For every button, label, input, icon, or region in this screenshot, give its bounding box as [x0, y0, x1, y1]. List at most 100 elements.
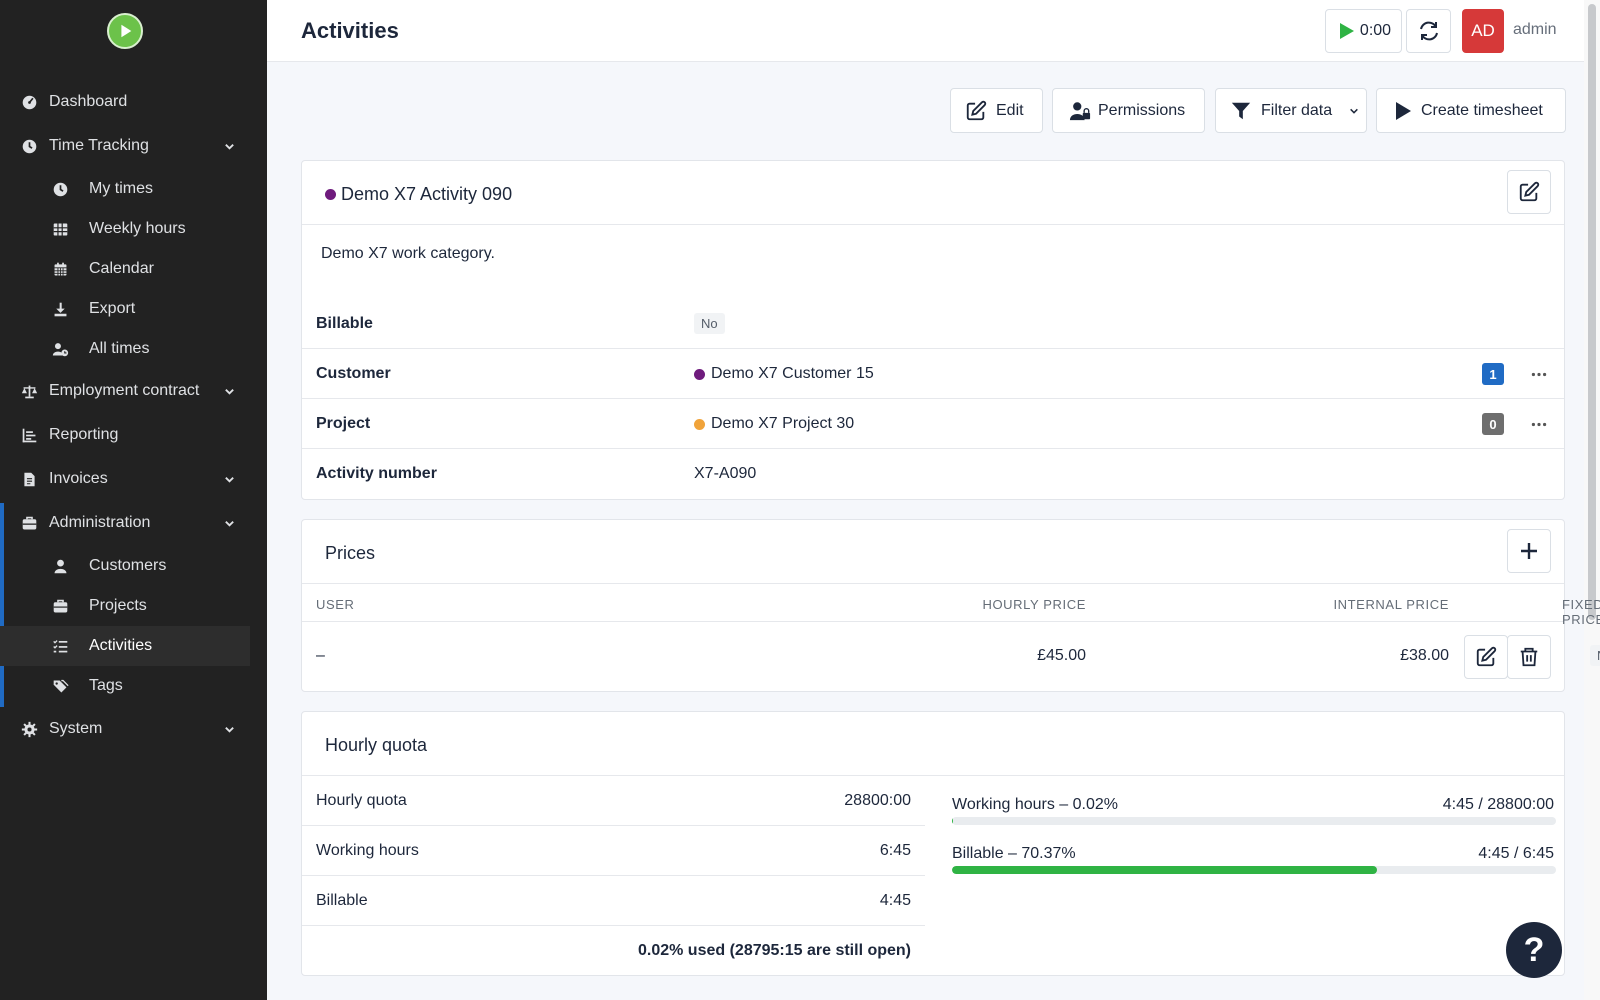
chevron-down-icon: [223, 385, 235, 397]
customer-count-badge: 1: [1482, 363, 1504, 385]
hourly-quota-card-header: Hourly quota: [302, 712, 1564, 776]
play-logo-icon: [121, 24, 132, 38]
customer-value[interactable]: Demo X7 Customer 15: [711, 365, 874, 382]
question-mark-icon: ?: [1523, 930, 1545, 969]
working-hours-label: Working hours: [316, 842, 419, 859]
invoice-icon: [20, 470, 38, 488]
sidebar-item-label: Dashboard: [49, 93, 128, 110]
filter-icon: [1231, 102, 1251, 119]
filter-data-button[interactable]: Filter data: [1215, 88, 1367, 133]
refresh-button[interactable]: [1406, 9, 1451, 53]
column-header-user: USER: [316, 597, 355, 612]
create-timesheet-label: Create timesheet: [1421, 101, 1543, 119]
user-name[interactable]: admin: [1513, 21, 1557, 38]
billable-progress-fill: [952, 866, 1378, 874]
price-fixed: No: [1590, 645, 1600, 666]
more-options-icon[interactable]: [1527, 414, 1551, 434]
sidebar-item-dashboard[interactable]: Dashboard: [0, 82, 267, 122]
sidebar-item-export[interactable]: Export: [0, 289, 250, 329]
scrollbar-thumb[interactable]: [1588, 4, 1596, 620]
permissions-button[interactable]: Permissions: [1052, 88, 1205, 133]
customer-row: Customer Demo X7 Customer 15 1: [302, 349, 1564, 399]
sidebar-item-all-times[interactable]: All times: [0, 329, 250, 369]
sidebar-item-administration[interactable]: Administration: [0, 503, 267, 543]
chevron-down-icon: [223, 723, 235, 735]
dots-icon: [1531, 372, 1547, 376]
edit-price-button[interactable]: [1464, 635, 1508, 679]
sidebar-item-weekly-hours[interactable]: Weekly hours: [0, 209, 250, 249]
sidebar-item-activities[interactable]: Activities: [0, 626, 250, 666]
working-hours-progress-label: Working hours – 0.02%: [952, 796, 1119, 813]
billable-progress-bar: [952, 866, 1556, 874]
scale-icon: [20, 382, 38, 400]
calendar-icon: [51, 260, 69, 278]
sidebar-item-reporting[interactable]: Reporting: [0, 415, 267, 455]
add-price-button[interactable]: [1507, 529, 1551, 573]
column-header-internal-price: INTERNAL PRICE: [1333, 597, 1449, 612]
app-logo[interactable]: [107, 13, 143, 49]
clock-icon: [20, 137, 38, 155]
avatar[interactable]: AD: [1462, 9, 1504, 53]
activity-name: Demo X7 Activity 090: [341, 184, 513, 204]
sidebar-item-calendar[interactable]: Calendar: [0, 249, 250, 289]
toolbox-icon: [20, 514, 38, 532]
edit-button[interactable]: Edit: [950, 88, 1043, 133]
sidebar-item-label: Reporting: [49, 426, 119, 443]
hourly-quota-title: Hourly quota: [325, 735, 428, 755]
activity-description: Demo X7 work category.: [321, 245, 495, 262]
project-row: Project Demo X7 Project 30 0: [302, 399, 1564, 449]
price-user: –: [316, 647, 325, 664]
working-hours-row: Working hours 6:45: [302, 826, 925, 876]
edit-activity-button[interactable]: [1507, 170, 1551, 214]
help-button[interactable]: ?: [1506, 922, 1562, 978]
project-value[interactable]: Demo X7 Project 30: [711, 415, 855, 432]
create-timesheet-button[interactable]: Create timesheet: [1376, 88, 1566, 133]
billable-label: Billable: [316, 315, 373, 332]
quota-value: 28800:00: [844, 792, 911, 809]
permissions-label: Permissions: [1098, 101, 1186, 119]
billable-progress-label: Billable – 70.37%: [952, 845, 1076, 862]
tags-icon: [51, 677, 69, 695]
working-hours-value: 6:45: [879, 842, 911, 859]
billable-hours-row: Billable 4:45: [302, 876, 925, 926]
delete-price-button[interactable]: [1507, 635, 1551, 679]
quota-summary-row: 0.02% used (28795:15 are still open): [302, 926, 925, 976]
dashboard-icon: [20, 93, 38, 111]
more-options-icon[interactable]: [1527, 364, 1551, 384]
timer-button[interactable]: 0:00: [1325, 9, 1402, 53]
user-icon: [51, 557, 69, 575]
project-label: Project: [316, 415, 371, 432]
price-hourly: £45.00: [1037, 647, 1086, 664]
sidebar-item-projects[interactable]: Projects: [0, 586, 250, 626]
user-lock-icon: [1069, 101, 1091, 120]
chevron-down-icon: [223, 140, 235, 152]
sidebar-item-tags[interactable]: Tags: [0, 666, 250, 706]
sidebar-item-my-times[interactable]: My times: [0, 169, 250, 209]
sidebar-item-label: System: [49, 720, 103, 737]
activity-card: Demo X7 Activity 090 Demo X7 work catego…: [301, 160, 1565, 500]
sidebar-item-label: Calendar: [89, 260, 154, 277]
active-section-indicator: [0, 503, 4, 707]
column-header-hourly-price: HOURLY PRICE: [982, 597, 1086, 612]
chevron-down-icon: [223, 517, 235, 529]
sidebar-item-label: Customers: [89, 557, 167, 574]
column-header-fixed-price: FIXED PRICE: [1562, 597, 1600, 627]
prices-card: Prices USER HOURLY PRICE INTERNAL PRICE …: [301, 519, 1600, 692]
gear-icon: [20, 720, 38, 738]
activity-card-header: Demo X7 Activity 090: [302, 161, 1564, 225]
plus-icon: [1521, 543, 1537, 559]
customer-label: Customer: [316, 365, 391, 382]
sidebar-item-employment-contract[interactable]: Employment contract: [0, 371, 267, 411]
billable-progress-value: 4:45 / 6:45: [1478, 845, 1554, 862]
price-internal: £38.00: [1400, 647, 1449, 664]
refresh-icon: [1419, 21, 1438, 41]
sidebar-item-label: Employment contract: [49, 382, 200, 399]
trash-icon: [1520, 647, 1538, 667]
sidebar-item-time-tracking[interactable]: Time Tracking: [0, 126, 267, 166]
billable-hours-label: Billable: [316, 892, 368, 909]
sidebar-item-invoices[interactable]: Invoices: [0, 459, 267, 499]
sidebar-item-label: Weekly hours: [89, 220, 186, 237]
chevron-down-icon: [1350, 108, 1358, 114]
sidebar-item-system[interactable]: System: [0, 709, 267, 749]
sidebar-item-customers[interactable]: Customers: [0, 546, 250, 586]
